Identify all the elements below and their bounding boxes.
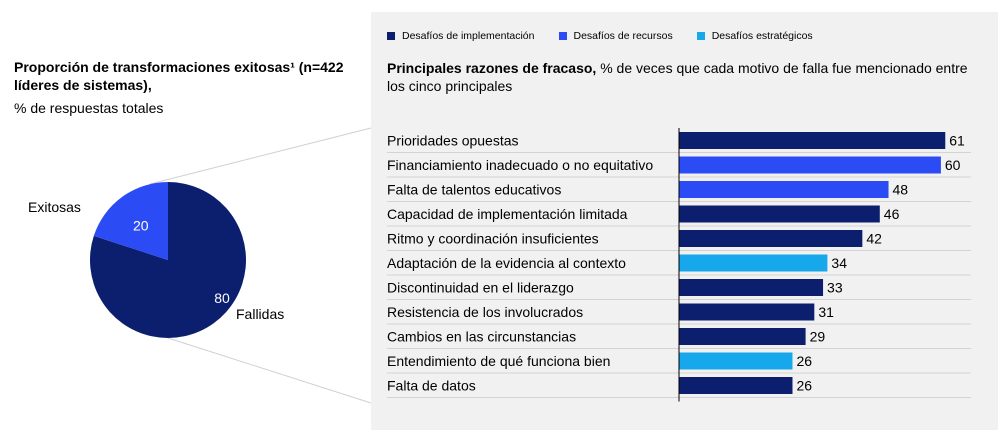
bar [679,156,941,174]
legend-swatch-resources [558,32,567,40]
bar-category-label: Adaptación de la evidencia al contexto [387,255,626,271]
bar-category-label: Financiamiento inadecuado o no equitativ… [387,157,653,173]
bar-category-label: Ritmo y coordinación insuficientes [387,231,599,247]
bar-category-label: Falta de talentos educativos [387,182,561,198]
pie-slice-exitosas [93,182,168,260]
pie-value-fallidas: 80 [214,290,230,306]
bar [679,181,889,198]
pie-value-exitosas: 20 [133,217,149,233]
bar-value-label: 48 [893,182,909,198]
legend-label-implementation: Desafíos de implementación [402,30,535,42]
chart-legend: Desafíos de implementación Desafíos de r… [387,30,837,42]
bar-chart-title-bold: Principales razones de fracaso, [387,60,597,76]
bar [679,377,793,394]
bar-category-label: Prioridades opuestas [387,133,519,149]
bar-value-label: 29 [810,329,826,345]
bar [679,352,793,370]
legend-label-resources: Desafíos de recursos [573,30,673,42]
pie-subtitle: % de respuestas totales [14,100,164,116]
bar-chart-title-rest: % de veces que cada motivo de falla fue … [387,60,968,94]
bar [679,254,828,272]
bar-value-label: 34 [831,255,847,271]
legend-item-implementation: Desafíos de implementación [387,30,535,42]
pie-title-text: Proporción de transformaciones exitosas¹… [14,59,344,93]
legend-item-strategic: Desafíos estratégicos [696,30,813,42]
legend-item-resources: Desafíos de recursos [558,30,673,42]
bar [679,328,806,345]
bar-chart: Prioridades opuestas 61 Financiamiento ina… [387,128,971,402]
pie-label-exitosas: Exitosas [28,199,81,215]
bar-chart-title: Principales razones de fracaso, % de vec… [387,59,987,95]
bar-category-label: Entendimiento de qué funciona bien [387,353,610,369]
bar [679,303,815,321]
connector-line-bottom [167,337,372,404]
bar [679,205,880,223]
bar [679,132,946,149]
bar [679,279,824,296]
bar-category-label: Cambios en las circunstancias [387,329,576,345]
bar-value-label: 26 [796,353,812,369]
bar-value-label: 26 [796,378,812,394]
legend-swatch-implementation [387,32,395,40]
bar-value-label: 60 [945,157,961,173]
legend-label-strategic: Desafíos estratégicos [711,30,813,42]
bar-category-label: Falta de datos [387,378,476,394]
pie-label-fallidas: Fallidas [236,306,284,322]
bar-value-label: 33 [827,280,843,296]
pie-title: Proporción de transformaciones exitosas¹… [14,58,344,94]
bar-category-label: Resistencia de los involucrados [387,304,583,320]
bar-value-label: 46 [884,206,900,222]
bar-value-label: 42 [866,231,882,247]
connector-line-top [149,127,372,185]
bar-category-label: Capacidad de implementación limitada [387,206,628,222]
bar [679,230,863,247]
bar-category-label: Discontinuidad en el liderazgo [387,280,574,296]
bar-value-label: 61 [949,133,965,149]
reasons-panel: Desafíos de implementación Desafíos de r… [371,12,998,430]
bar-value-label: 31 [818,304,834,320]
legend-swatch-strategic [696,32,705,40]
